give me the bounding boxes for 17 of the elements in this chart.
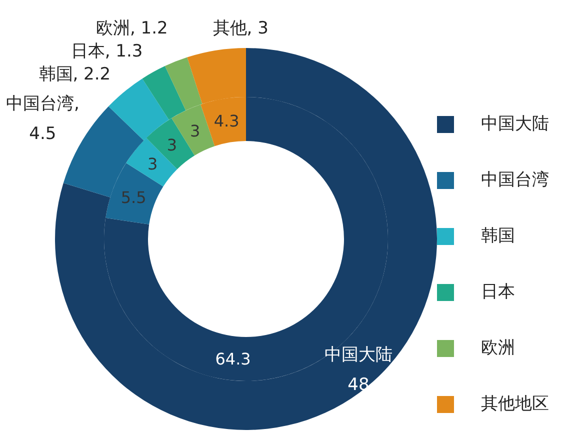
legend-label: 中国大陆 xyxy=(481,114,549,134)
data-label: 64.3 xyxy=(215,348,251,368)
legend-label: 欧洲 xyxy=(481,338,515,358)
data-label: 日本, 1.3 xyxy=(70,42,143,62)
data-label: 韩国, 2.2 xyxy=(38,64,111,85)
legend-label: 中国台湾 xyxy=(481,170,549,190)
data-label: 欧洲, 1.2 xyxy=(96,18,168,39)
data-label: 5.5 xyxy=(120,188,146,207)
legend-label: 韩国 xyxy=(481,226,515,246)
legend-label: 日本 xyxy=(481,282,515,302)
data-label: 中国台湾, 4.5 xyxy=(6,94,80,144)
data-label: 3 xyxy=(147,154,158,174)
data-label: 3 xyxy=(190,120,200,140)
legend-label: 其他地区 xyxy=(481,394,549,414)
data-label: 3 xyxy=(166,135,178,154)
data-label: 4.3 xyxy=(214,111,240,130)
data-label: 其他, 3 xyxy=(212,18,268,39)
